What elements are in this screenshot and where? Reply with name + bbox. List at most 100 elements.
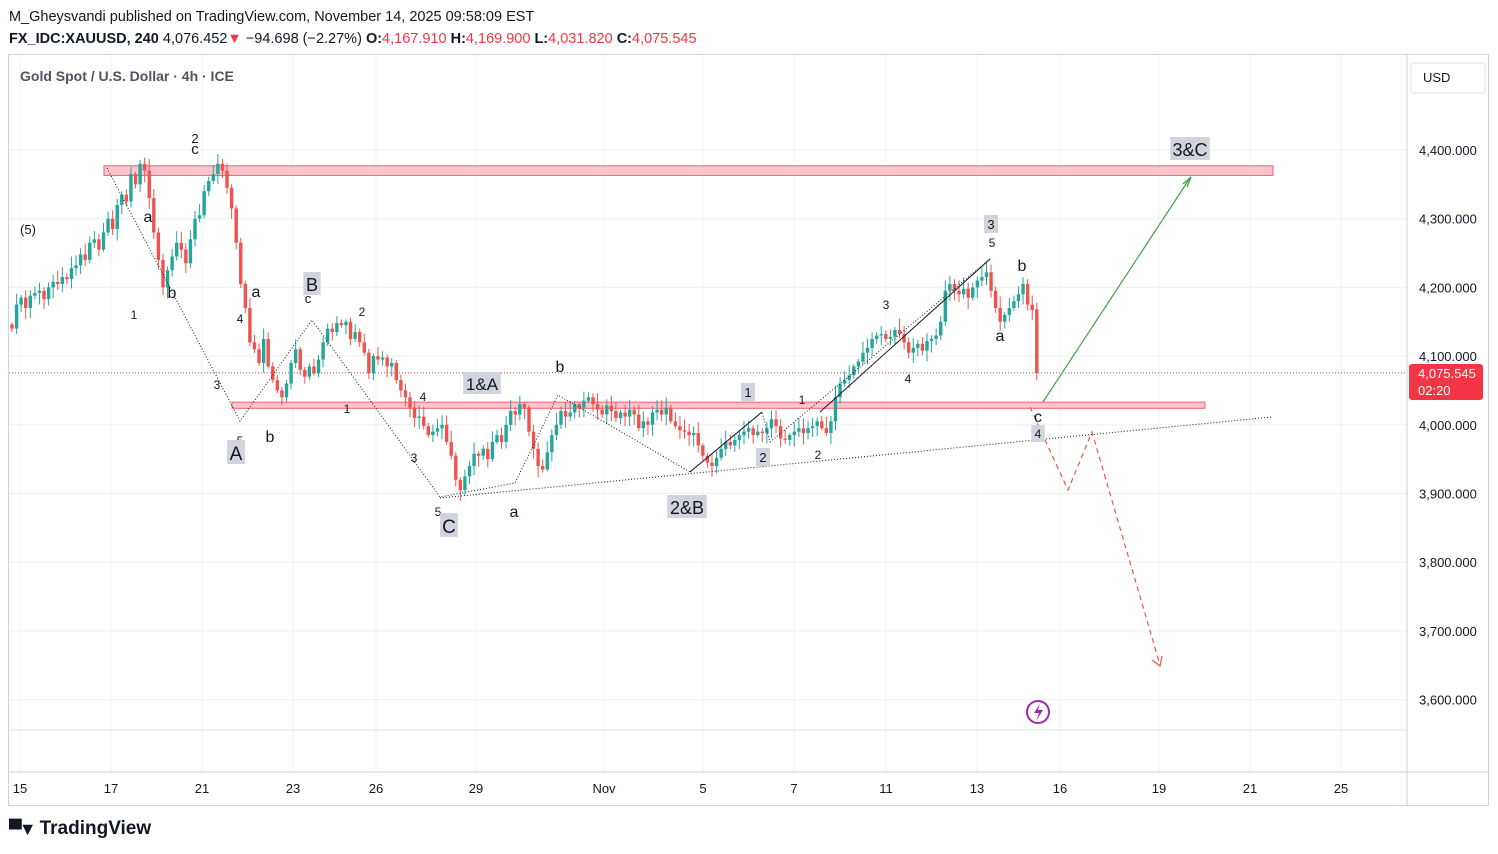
candle-body (481, 448, 485, 456)
wave-label: 3 (411, 451, 418, 465)
candle-body (229, 187, 234, 209)
candle-body (175, 242, 179, 257)
wave-label: B (306, 275, 318, 295)
candle-body (19, 297, 23, 305)
candle-body (307, 366, 312, 377)
currency-box[interactable] (1410, 62, 1486, 94)
lightning-icon[interactable] (1026, 700, 1050, 724)
candle-body (637, 414, 641, 429)
candle-body (74, 265, 78, 269)
low-label: L: (534, 31, 549, 47)
wave-label: c (1034, 409, 1042, 426)
candle-body (669, 407, 673, 422)
close-value: 4,075.545 (632, 31, 697, 47)
x-tick-label: 7 (790, 781, 797, 796)
wave-label: 1&A (466, 375, 499, 394)
candle-body (184, 249, 188, 264)
time-axis[interactable]: 15 17 21 23 26 29 Nov 5 7 11 13 16 19 21 25 (13, 781, 1348, 796)
candle-body (513, 411, 517, 415)
support-zone (231, 401, 1206, 409)
candle-body (957, 290, 961, 295)
candle-body (911, 347, 915, 353)
candle-body (568, 412, 572, 417)
symbol[interactable]: FX_IDC:XAUUSD, 240 (9, 31, 159, 47)
price-axis[interactable]: 3,600.000 3,700.000 3,800.000 3,900.000 4,00… (1419, 143, 1477, 708)
wave-label-box (755, 448, 771, 466)
candle-body (316, 359, 321, 374)
candle-body (248, 308, 252, 343)
y-tick-label: 3,600.000 (1419, 693, 1477, 708)
wave-label: 2 (759, 450, 766, 465)
candle-body (499, 435, 504, 442)
candle-body (298, 349, 302, 370)
candle-body (806, 428, 810, 434)
candle-body (124, 194, 129, 202)
price-tag-value: 4,075.545 (1418, 366, 1476, 381)
candle-body (1025, 283, 1030, 305)
projection-up-line (1042, 177, 1191, 403)
wave-label-box (983, 215, 999, 233)
wave-label-box (667, 495, 707, 518)
wave-label: 1 (344, 402, 351, 416)
candle-body (426, 426, 431, 436)
candle-body (14, 304, 19, 329)
tradingview-brand[interactable]: ▀▼ TradingView (9, 818, 151, 840)
candle-body (888, 336, 893, 339)
candle-body (88, 242, 92, 260)
x-tick-label: 23 (286, 781, 300, 796)
candle-body (358, 332, 362, 343)
current-price-tag: 4,075.545 02:20 (1409, 364, 1483, 400)
candle-body (467, 466, 472, 477)
candle-body (133, 174, 138, 185)
candle-body (106, 218, 110, 233)
candle-body (476, 453, 481, 456)
wave-label: C (442, 517, 456, 538)
candle-body (165, 270, 170, 288)
candle-body (353, 332, 357, 339)
candle-body (801, 428, 806, 434)
candle-body (792, 431, 797, 436)
y-tick-label: 4,000.000 (1419, 418, 1477, 433)
candle-body (980, 277, 984, 281)
candle-body (33, 292, 37, 296)
candle-body (243, 283, 248, 309)
candle-body (719, 448, 723, 458)
legend-title: Gold Spot / U.S. Dollar · 4h · ICE (20, 68, 234, 84)
x-tick-label: 15 (13, 781, 27, 796)
candle-body (774, 419, 778, 427)
candle-body (687, 431, 691, 436)
wave-label-box (1170, 137, 1210, 160)
candle-body (824, 428, 829, 434)
candle-body (271, 366, 275, 381)
candle-body (495, 435, 499, 442)
wave-label: (5) (20, 222, 36, 237)
candle-body (412, 407, 417, 418)
candle-body (1035, 309, 1039, 373)
brand-name: TradingView (39, 818, 152, 839)
candle-body (97, 239, 101, 250)
x-tick-label: Nov (592, 781, 616, 796)
candle-body (1016, 294, 1021, 302)
candle-body (710, 462, 714, 467)
y-tick-label: 4,100.000 (1419, 349, 1477, 364)
price-tag-countdown: 02:20 (1418, 383, 1451, 398)
wave-label-box (440, 513, 458, 537)
candle-body (531, 431, 536, 449)
y-tick-label: 3,700.000 (1419, 624, 1477, 639)
candle-body (403, 390, 408, 398)
candle-body (655, 409, 659, 413)
candle-body (691, 433, 696, 436)
candle-body (289, 362, 293, 384)
price-tag-box (1409, 364, 1483, 400)
candle-body (724, 441, 728, 449)
candle-body (984, 272, 989, 278)
candle-body (998, 308, 1002, 322)
candle-body (797, 428, 801, 432)
candle-body (1007, 308, 1012, 315)
candle-body (463, 476, 467, 491)
candle-body (600, 409, 604, 415)
candle-body (458, 479, 463, 491)
wave-label: a (510, 504, 519, 521)
candle-body (605, 405, 609, 415)
